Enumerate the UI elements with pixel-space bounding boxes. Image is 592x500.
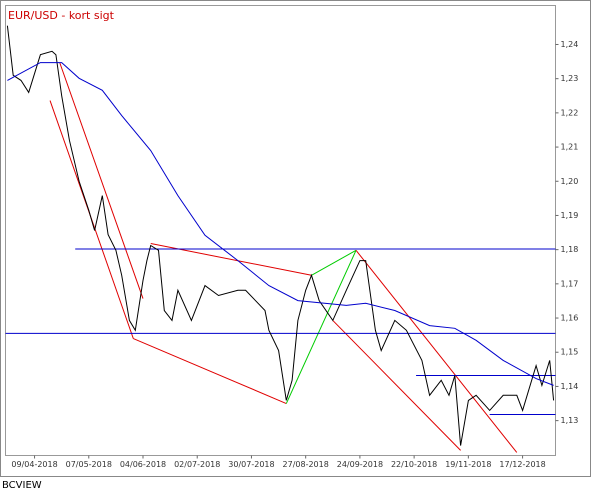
footer: BCVIEW — [2, 480, 42, 491]
plot-area — [5, 5, 556, 456]
price-line — [6, 25, 555, 446]
x-tick-label: 19/11-2018 — [445, 460, 491, 469]
y-tick-label: 1,23 — [561, 74, 579, 83]
y-tick-label: 1,20 — [561, 177, 579, 186]
y-tick-label: 1,13 — [561, 416, 579, 425]
x-tick-label: 02/07-2018 — [174, 460, 220, 469]
y-tick-label: 1,22 — [561, 108, 579, 117]
trend-line — [133, 338, 287, 404]
x-tick-label: 07/05-2018 — [66, 460, 112, 469]
x-tick-label: 30/07-2018 — [228, 460, 274, 469]
y-tick-label: 1,17 — [561, 279, 579, 288]
frame — [0, 0, 591, 477]
y-tick-label: 1,19 — [561, 211, 579, 220]
x-tick-label: 27/08-2018 — [283, 460, 329, 469]
y-tick-label: 1,18 — [561, 245, 579, 254]
y-tick-label: 1,21 — [561, 143, 579, 152]
trend-line — [285, 250, 357, 404]
y-tick-label: 1,16 — [561, 314, 579, 323]
x-tick-label: 17/12-2018 — [499, 460, 545, 469]
trend-line — [59, 62, 144, 299]
x-tick-label: 22/10-2018 — [391, 460, 437, 469]
x-tick-label: 04/06-2018 — [120, 460, 166, 469]
trend-line — [332, 320, 461, 451]
y-tick-label: 1,24 — [561, 40, 579, 49]
y-tick-label: 1,14 — [561, 382, 579, 391]
trend-line — [355, 250, 518, 453]
trend-line — [311, 249, 357, 276]
x-tick-label: 24/09-2018 — [337, 460, 383, 469]
chart-title: EUR/USD - kort sigt — [8, 9, 115, 22]
price-line — [7, 62, 554, 386]
y-tick-label: 1,15 — [561, 348, 579, 357]
x-tick-label: 09/04-2018 — [11, 460, 57, 469]
